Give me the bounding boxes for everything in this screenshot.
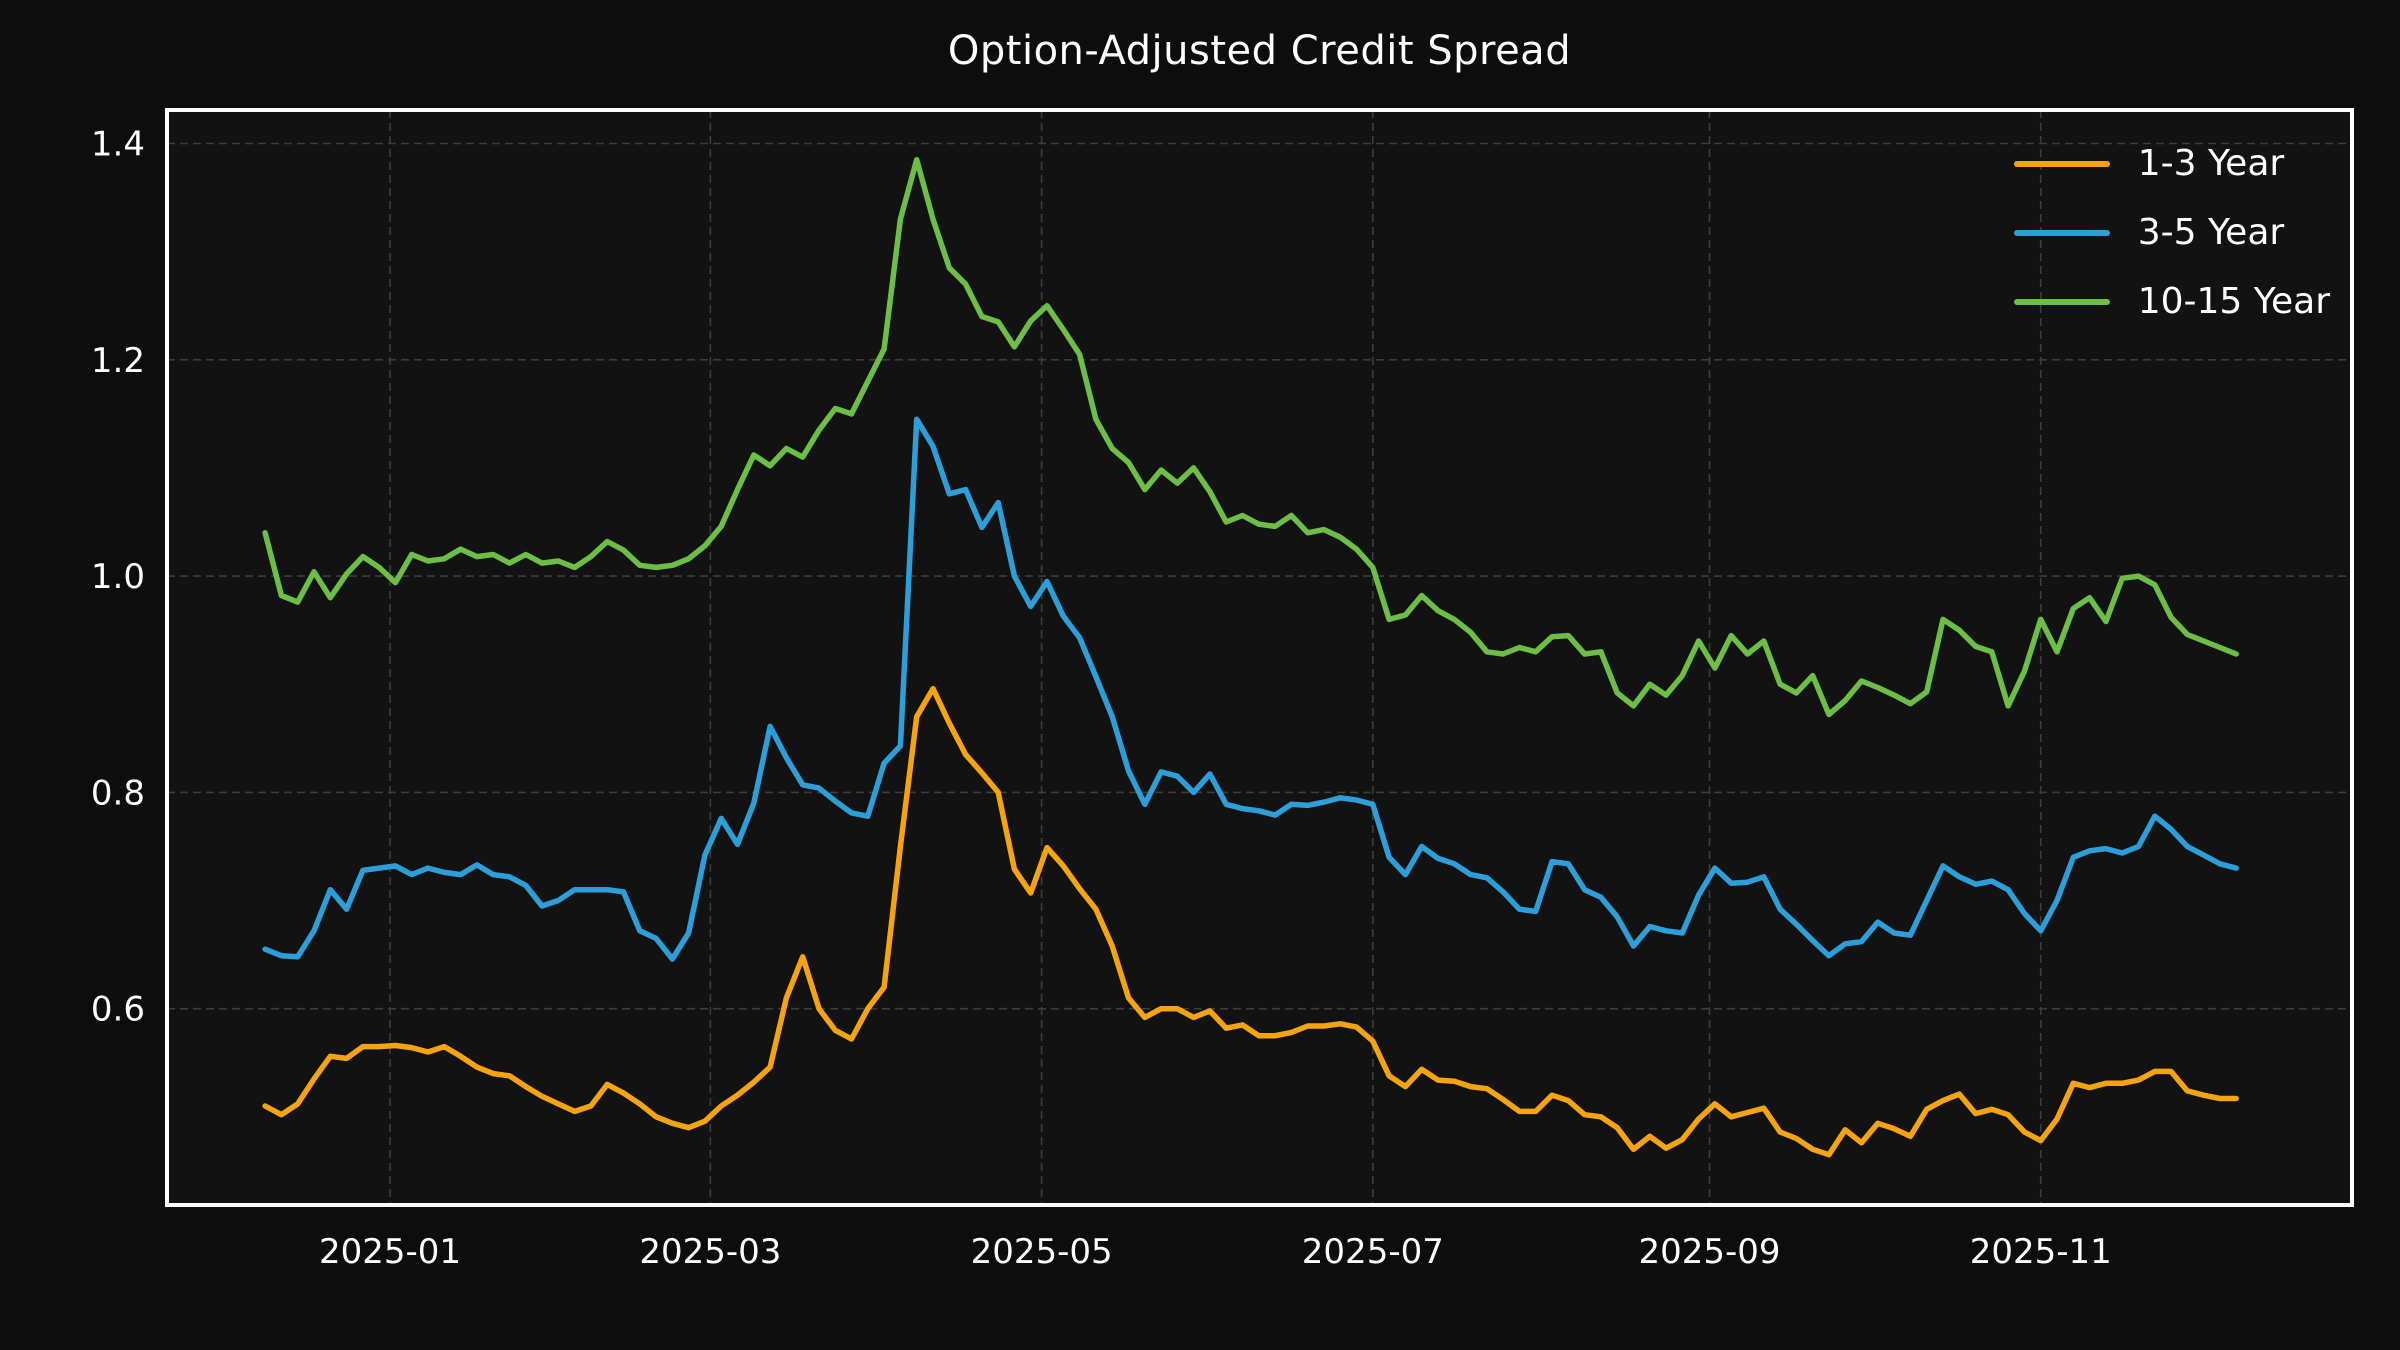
chart-title: Option-Adjusted Credit Spread [947, 28, 1572, 74]
plot-area [167, 110, 2352, 1205]
x-tick-label: 2025-01 [319, 1232, 461, 1272]
legend-swatch-10-15-year [2013, 298, 2110, 305]
y-tick-label: 0.8 [91, 773, 145, 813]
legend-item-1-3-year: 1-3 Year [2013, 140, 2330, 187]
x-tick-label: 2025-03 [639, 1232, 781, 1272]
series-line-10-15-year [262, 156, 2239, 718]
x-tick-label: 2025-09 [1638, 1232, 1780, 1272]
legend-label: 10-15 Year [2137, 281, 2330, 322]
y-tick-label: 1.2 [91, 341, 145, 381]
legend: 1-3 Year 3-5 Year 10-15 Year [2013, 140, 2330, 325]
legend-item-10-15-year: 10-15 Year [2013, 278, 2330, 325]
legend-swatch-1-3-year [2013, 160, 2110, 167]
y-tick-label: 1.4 [91, 125, 145, 165]
x-tick-label: 2025-11 [1970, 1232, 2112, 1272]
y-tick-label: 0.6 [91, 990, 145, 1030]
x-tick-label: 2025-07 [1302, 1232, 1444, 1272]
legend-label: 3-5 Year [2137, 212, 2285, 253]
legend-swatch-3-5-year [2013, 229, 2110, 236]
x-tick-label: 2025-05 [971, 1232, 1113, 1272]
legend-item-3-5-year: 3-5 Year [2013, 209, 2330, 256]
plot-border [165, 108, 2354, 1207]
series-line-3-5-year [262, 416, 2239, 962]
y-tick-label: 1.0 [91, 557, 145, 597]
series-line-1-3-year [262, 685, 2239, 1158]
legend-label: 1-3 Year [2137, 143, 2285, 184]
